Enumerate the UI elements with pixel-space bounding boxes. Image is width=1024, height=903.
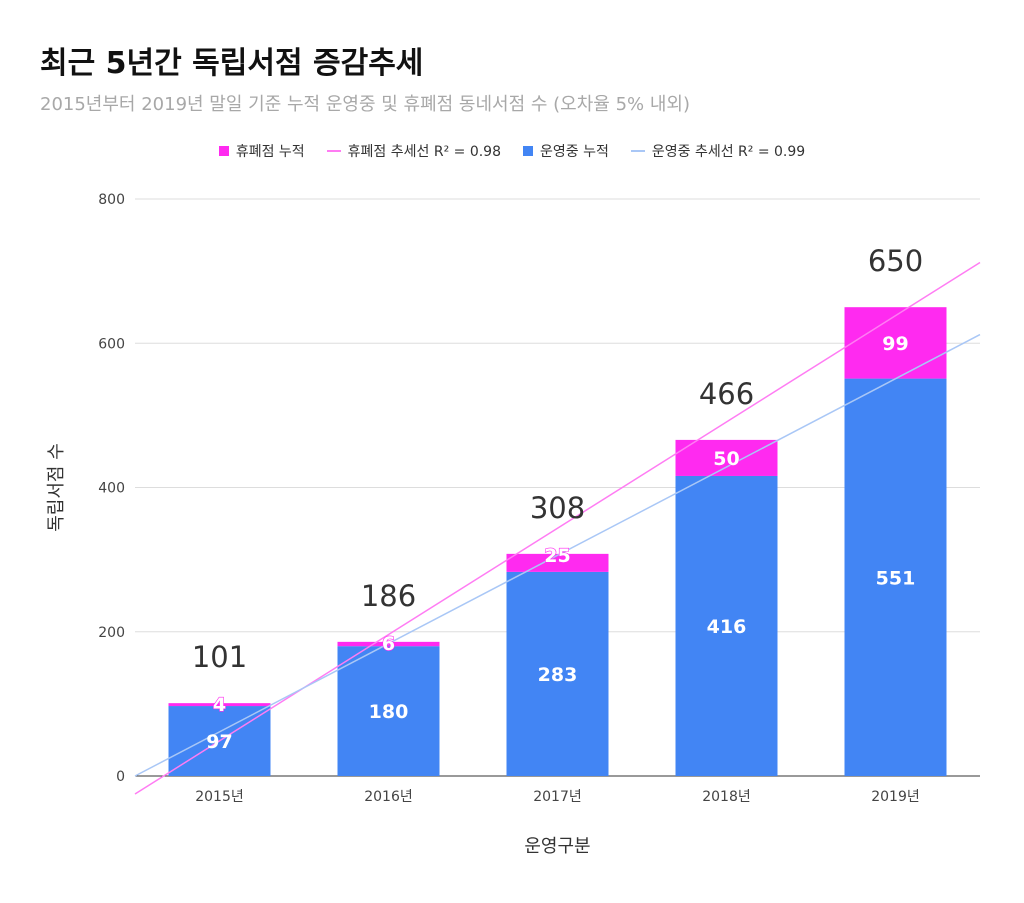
data-label-operating: 283	[538, 664, 578, 686]
legend-swatch-operating	[523, 146, 533, 156]
y-tick-label: 200	[98, 625, 125, 641]
data-label-operating: 97	[206, 731, 232, 753]
legend-swatch-closed-trend	[326, 150, 341, 152]
y-axis-title: 독립서점 수	[46, 443, 67, 532]
legend-item-operating-trend: 운영중 추세선 R² = 0.99	[630, 141, 806, 161]
bar-operating	[844, 378, 947, 776]
legend-item-operating: 운영중 누적	[523, 141, 609, 161]
y-tick-label: 400	[98, 481, 125, 497]
x-axis-title: 운영구분	[524, 836, 590, 857]
bar-operating	[337, 646, 440, 776]
data-label-operating: 416	[707, 616, 747, 638]
x-tick-label: 2017년	[533, 789, 582, 805]
chart-title: 최근 5년간 독립서점 증감추세	[40, 46, 424, 81]
legend-label-closed: 휴폐점 누적	[235, 144, 305, 160]
data-label-closed: 4	[213, 694, 226, 716]
legend-item-closed: 휴폐점 누적	[218, 141, 305, 161]
x-tick-label: 2019년	[871, 789, 920, 805]
data-label-total: 466	[699, 377, 754, 411]
data-label-total: 101	[192, 640, 247, 674]
data-label-operating: 180	[369, 701, 409, 723]
chart-legend: 휴폐점 누적 휴폐점 추세선 R² = 0.98 운영중 누적 운영중 추세선 …	[0, 141, 1024, 161]
data-label-total: 308	[530, 491, 585, 525]
y-tick-label: 600	[98, 336, 125, 352]
legend-swatch-closed	[218, 146, 229, 156]
data-label-operating: 551	[876, 567, 916, 589]
data-label-closed: 6	[382, 633, 395, 655]
y-tick-label: 800	[98, 192, 125, 208]
bar-closed	[675, 439, 778, 476]
x-tick-label: 2015년	[195, 789, 244, 805]
x-tick-label: 2018년	[702, 789, 751, 805]
legend-swatch-operating-trend	[630, 150, 645, 152]
legend-label-operating: 운영중 누적	[540, 144, 609, 160]
x-tick-label: 2016년	[364, 789, 413, 805]
legend-item-closed-trend: 휴폐점 추세선 R² = 0.98	[326, 141, 501, 161]
data-label-closed: 50	[713, 448, 739, 470]
legend-label-closed-trend: 휴폐점 추세선 R² = 0.98	[347, 144, 501, 160]
data-label-closed: 25	[544, 545, 570, 567]
bar-operating	[675, 475, 778, 776]
trendline-operating	[134, 333, 981, 777]
bar-closed	[168, 703, 271, 707]
bar-operating	[506, 571, 609, 776]
bar-closed	[506, 553, 609, 572]
chart-subtitle: 2015년부터 2019년 말일 기준 누적 운영중 및 휴폐점 동네서점 수 …	[40, 94, 690, 115]
data-label-total: 650	[868, 244, 923, 278]
data-label-total: 186	[361, 579, 416, 613]
y-tick-label: 0	[116, 769, 125, 785]
trendline-closed	[134, 261, 981, 795]
legend-label-operating-trend: 운영중 추세선 R² = 0.99	[651, 144, 806, 160]
bar-closed	[844, 307, 947, 379]
data-label-closed: 99	[882, 333, 908, 355]
